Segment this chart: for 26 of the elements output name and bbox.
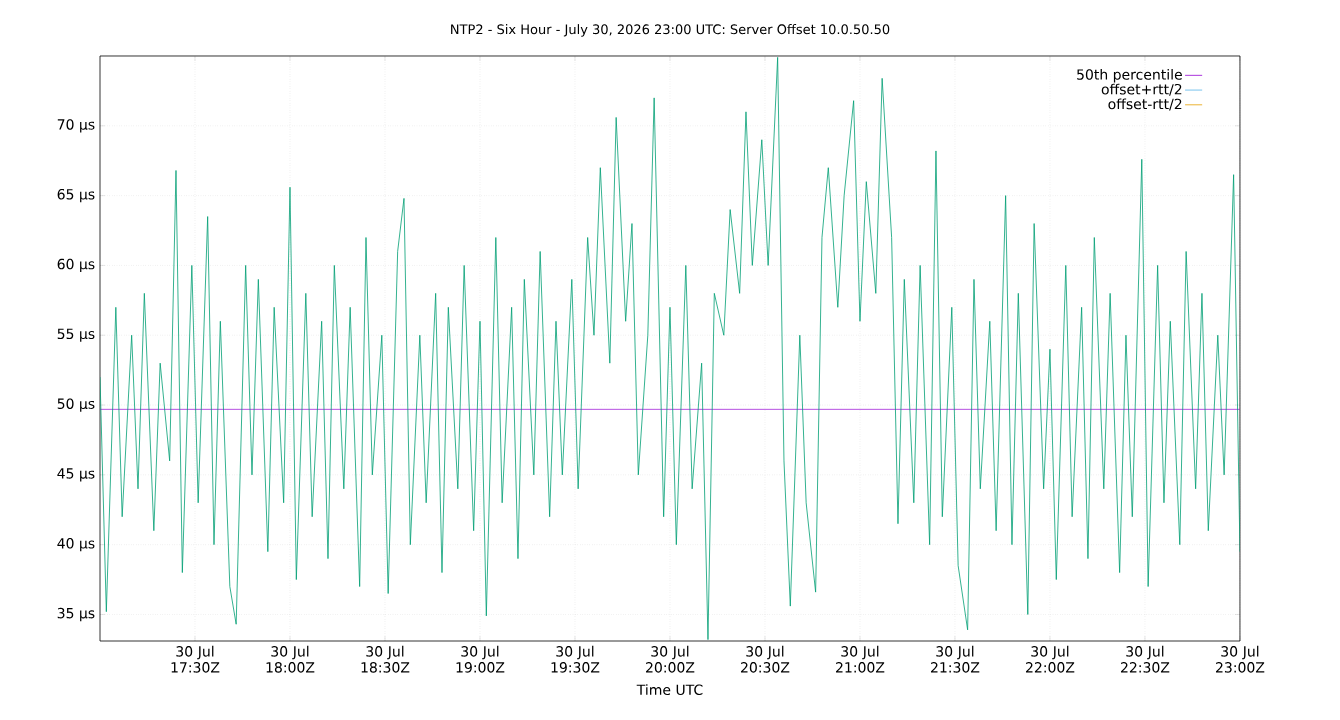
- x-tick-label: 30 Jul 19:30Z: [551, 645, 600, 673]
- legend-label: 50th percentile: [1077, 68, 1182, 83]
- y-tick-label: 65 µs: [57, 188, 95, 203]
- x-tick-label: 30 Jul 21:30Z: [931, 645, 980, 673]
- y-tick-label: 35 µs: [57, 607, 95, 622]
- x-tick-label: 30 Jul 23:00Z: [1216, 645, 1265, 673]
- y-tick-label: 60 µs: [57, 258, 95, 273]
- x-tick-label: 30 Jul 22:30Z: [1121, 645, 1170, 673]
- x-tick-label: 30 Jul 20:30Z: [741, 645, 790, 673]
- y-tick-label: 45 µs: [57, 468, 95, 482]
- x-tick-label: 30 Jul 18:00Z: [266, 645, 315, 673]
- y-tick-label: 50 µs: [57, 398, 95, 412]
- x-tick-label: 30 Jul 21:00Z: [836, 645, 885, 673]
- chart-title: NTP2 - Six Hour - July 30, 2026 23:00 UTC: Server Offset 10.0.50.50: [451, 24, 890, 37]
- y-tick-label: 55 µs: [57, 328, 95, 342]
- y-tick-label: 70 µs: [57, 119, 95, 133]
- legend-label: offset+rtt/2: [1101, 83, 1182, 96]
- line-series: [100, 56, 1240, 640]
- x-axis-title: Time UTC: [636, 684, 703, 696]
- y-tick-label: 40 µs: [57, 538, 95, 552]
- legend-label: offset-rtt/2: [1108, 98, 1182, 111]
- x-tick-label: 30 Jul 22:00Z: [1026, 645, 1075, 673]
- x-tick-label: 30 Jul 18:30Z: [361, 645, 410, 673]
- x-tick-label: 30 Jul 20:00Z: [646, 645, 695, 673]
- x-tick-label: 30 Jul 17:30Z: [171, 645, 220, 673]
- x-tick-label: 30 Jul 19:00Z: [456, 645, 505, 673]
